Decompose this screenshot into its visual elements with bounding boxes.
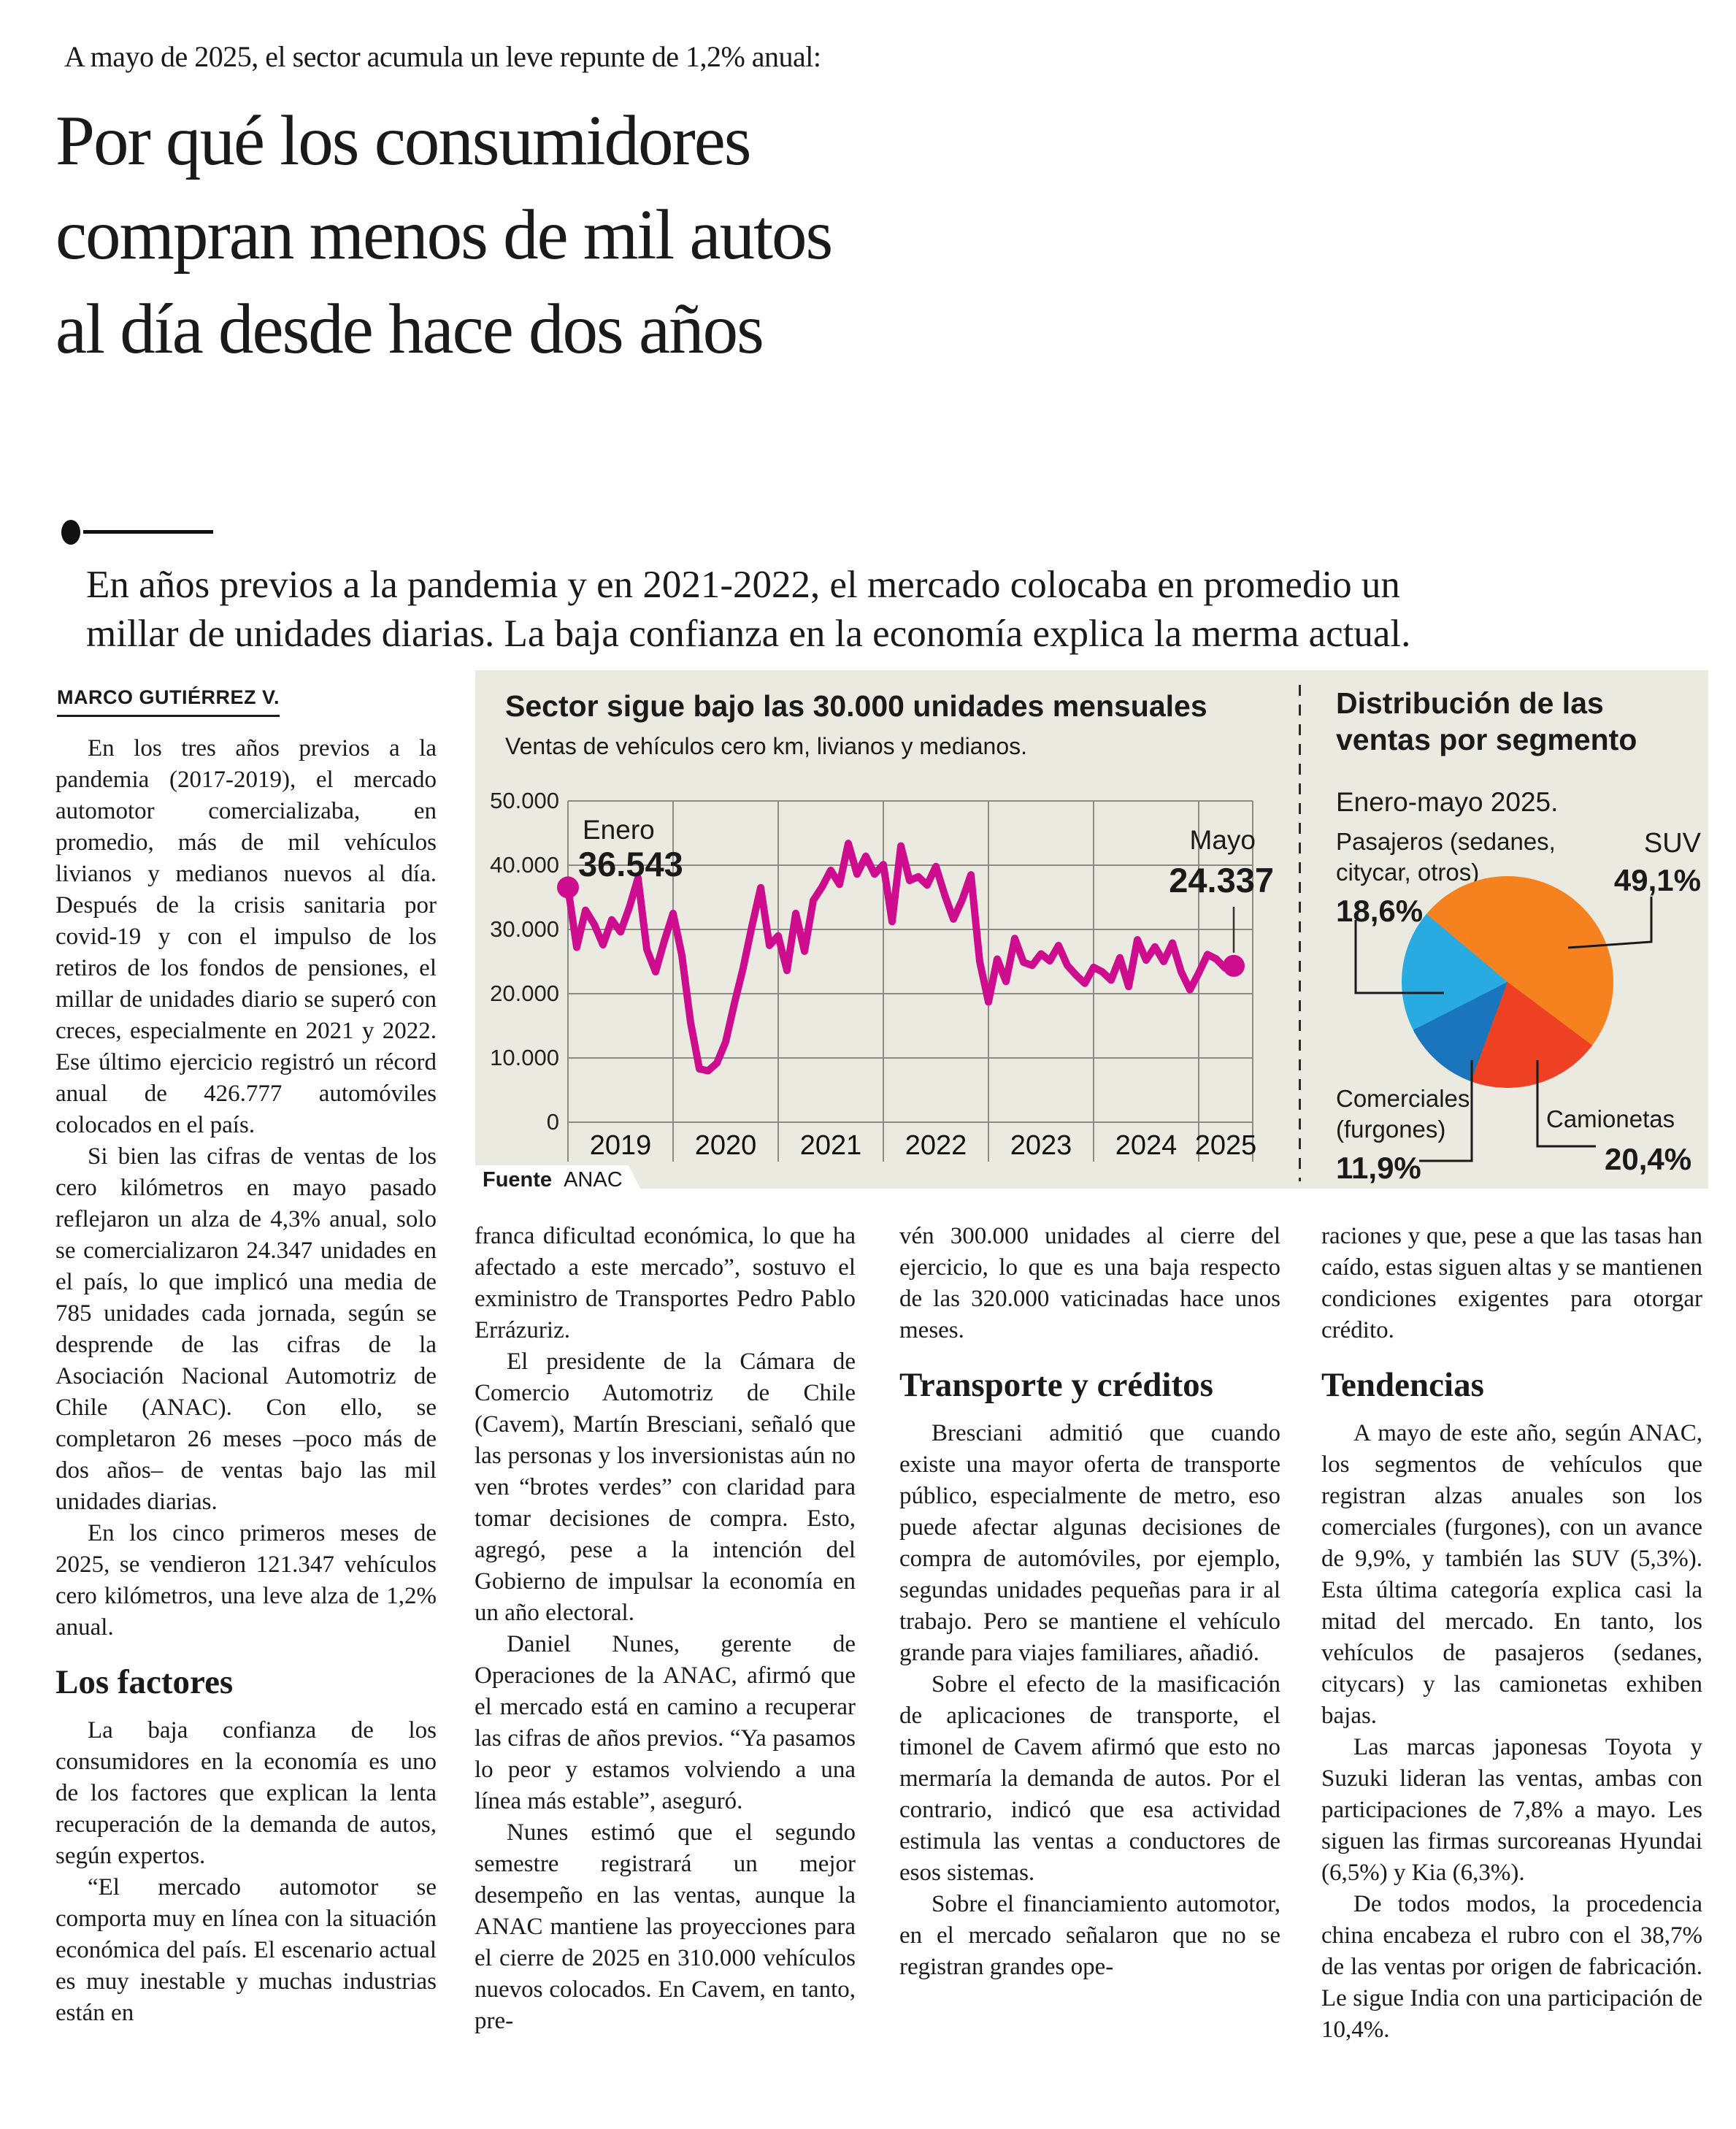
xtick-2020: 2020 <box>694 1130 757 1161</box>
xtick-2021: 2021 <box>799 1130 862 1161</box>
body-paragraph: Daniel Nunes, gerente de Operaciones de … <box>475 1631 856 1814</box>
pie-label-pasajeros-1: Pasajeros (sedanes, <box>1336 828 1556 855</box>
body-paragraph: raciones y que, pese a que las tasas han… <box>1321 1223 1702 1343</box>
article-column-4: raciones y que, pese a que las tasas han… <box>1321 1221 1702 2119</box>
byline: MARCO GUTIÉRREZ V. <box>57 686 280 717</box>
pie-title-line-1: Distribución de las <box>1336 686 1604 720</box>
body-paragraph: “El mercado automotor se comporta muy en… <box>55 1874 437 2026</box>
body-paragraph: Sobre el financiamiento automotor, en el… <box>899 1891 1280 1980</box>
leader-pasajeros <box>1354 920 1444 994</box>
dashed-divider <box>1299 685 1301 1181</box>
pie-value-camionetas: 20,4% <box>1605 1142 1692 1176</box>
body-paragraph: Si bien las cifras de ventas de los cero… <box>55 1143 437 1515</box>
ytick-40000: 40.000 <box>490 852 559 878</box>
pie-title-line-2: ventas por segmento <box>1336 723 1637 756</box>
pie-label-comerciales-1: Comerciales <box>1336 1085 1470 1112</box>
pie-value-comerciales: 11,9% <box>1336 1151 1421 1185</box>
ytick-30000: 30.000 <box>490 916 559 942</box>
source-label: Fuente <box>483 1168 553 1192</box>
body-paragraph: franca dificultad económica, lo que ha a… <box>475 1223 856 1343</box>
source-tag: Fuente ANAC <box>475 1165 648 1202</box>
pie-label-camionetas: Camionetas <box>1546 1105 1675 1132</box>
body-paragraph: De todos modos, la procedencia china enc… <box>1321 1891 1702 2043</box>
annotation-mayo-label: Mayo <box>1189 825 1256 855</box>
body-paragraph: La baja confianza de los consumidores en… <box>55 1717 437 1869</box>
article-column-1: En los tres años previos a la pandemia (… <box>55 733 437 2113</box>
body-paragraph: Bresciani admitió que cuando existe una … <box>899 1420 1280 1666</box>
kicker: A mayo de 2025, el sector acumula un lev… <box>64 40 821 73</box>
ytick-50000: 50.000 <box>490 788 559 813</box>
chart-title: Sector sigue bajo las 30.000 unidades me… <box>505 689 1207 723</box>
leader-comerciales <box>1419 1060 1473 1162</box>
article-column-2: franca dificultad económica, lo que ha a… <box>475 1221 856 2119</box>
body-paragraph: En los tres años previos a la pandemia (… <box>55 735 437 1138</box>
source-name: ANAC <box>564 1168 623 1192</box>
body-paragraph: Las marcas japonesas Toyota y Suzuki lid… <box>1321 1734 1702 1886</box>
subhead-los-factores: Los factores <box>55 1663 234 1701</box>
leader-suv <box>1567 897 1653 949</box>
body-paragraph: El presidente de la Cámara de Comercio A… <box>475 1349 856 1626</box>
pie-label-suv: SUV <box>1643 828 1701 859</box>
xtick-2025: 2025 <box>1194 1130 1257 1161</box>
annotation-enero-value: 36.543 <box>578 845 683 883</box>
body-paragraph: Sobre el efecto de la masificación de ap… <box>899 1671 1280 1886</box>
pie-value-suv: 49,1% <box>1613 863 1701 897</box>
annotation-enero-label: Enero <box>583 815 655 845</box>
xtick-2023: 2023 <box>1010 1130 1072 1161</box>
body-paragraph: En los cinco primeros meses de 2025, se … <box>55 1520 437 1641</box>
xtick-2022: 2022 <box>905 1130 967 1161</box>
subhead-tendencias: Tendencias <box>1321 1366 1484 1404</box>
headline-line-3: al día desde hace dos años <box>55 290 764 368</box>
annotation-mayo-value: 24.337 <box>1169 861 1274 899</box>
body-paragraph: Nunes estimó que el segundo semestre reg… <box>475 1819 856 2034</box>
body-paragraph: vén 300.000 unidades al cierre del ejerc… <box>899 1223 1280 1343</box>
ytick-20000: 20.000 <box>490 981 559 1006</box>
lead-paragraph: En años previos a la pandemia y en 2021-… <box>86 561 1410 659</box>
bullet-icon <box>61 520 80 545</box>
xtick-2019: 2019 <box>589 1130 652 1161</box>
pie-value-pasajeros: 18,6% <box>1336 894 1424 928</box>
chart-subtitle: Ventas de vehículos cero km, livianos y … <box>505 733 1028 759</box>
subhead-transporte-y-creditos: Transporte y créditos <box>899 1366 1213 1404</box>
article-column-3: vén 300.000 unidades al cierre del ejerc… <box>899 1221 1280 2119</box>
headline: Por qué los consumidores compran menos d… <box>55 93 833 376</box>
lead-line-1: En años previos a la pandemia y en 2021-… <box>86 564 1400 606</box>
pie-chart <box>1402 876 1613 1088</box>
ytick-10000: 10.000 <box>490 1045 559 1070</box>
headline-line-1: Por qué los consumidores <box>55 101 752 180</box>
lead-line-2: millar de unidades diarias. La baja conf… <box>86 613 1411 655</box>
headline-line-2: compran menos de mil autos <box>55 196 833 274</box>
ytick-0: 0 <box>546 1109 559 1135</box>
bullet-rule <box>83 530 213 534</box>
leader-camionetas <box>1536 1060 1596 1148</box>
pie-label-comerciales-2: (furgones) <box>1336 1116 1446 1143</box>
pie-label-pasajeros-2: citycar, otros) <box>1336 859 1480 886</box>
xtick-2024: 2024 <box>1115 1130 1178 1161</box>
pie-subtitle: Enero-mayo 2025. <box>1336 787 1559 817</box>
body-paragraph: A mayo de este año, según ANAC, los segm… <box>1321 1420 1702 1729</box>
